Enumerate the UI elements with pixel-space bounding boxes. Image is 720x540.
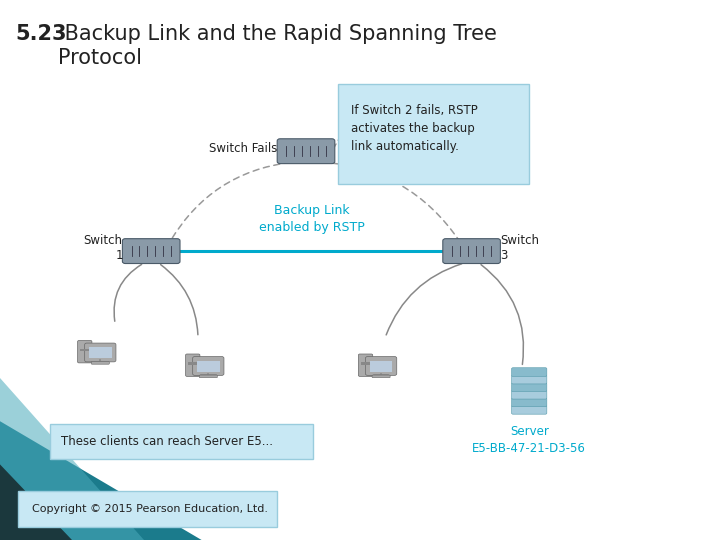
Text: These clients can reach Server E5...: These clients can reach Server E5... xyxy=(61,435,273,448)
Text: Server
E5-BB-47-21-D3-56: Server E5-BB-47-21-D3-56 xyxy=(472,425,586,455)
FancyBboxPatch shape xyxy=(338,84,529,184)
Polygon shape xyxy=(0,464,72,540)
FancyBboxPatch shape xyxy=(511,406,547,414)
FancyBboxPatch shape xyxy=(366,356,397,375)
Text: Backup Link and the Rapid Spanning Tree
Protocol: Backup Link and the Rapid Spanning Tree … xyxy=(58,24,497,68)
Text: Backup Link
enabled by RSTP: Backup Link enabled by RSTP xyxy=(258,204,364,234)
FancyBboxPatch shape xyxy=(89,347,112,359)
Text: Copyright © 2015 Pearson Education, Ltd.: Copyright © 2015 Pearson Education, Ltd. xyxy=(32,504,269,514)
FancyBboxPatch shape xyxy=(78,341,92,363)
FancyBboxPatch shape xyxy=(80,348,89,351)
FancyBboxPatch shape xyxy=(122,239,180,264)
FancyBboxPatch shape xyxy=(443,239,500,264)
Polygon shape xyxy=(0,378,144,540)
Text: If Switch 2 fails, RSTP
activates the backup
link automatically.: If Switch 2 fails, RSTP activates the ba… xyxy=(351,104,477,153)
FancyBboxPatch shape xyxy=(199,375,217,377)
Text: Switch Fails: Switch Fails xyxy=(209,142,277,155)
FancyBboxPatch shape xyxy=(511,375,547,384)
FancyBboxPatch shape xyxy=(511,398,547,407)
FancyBboxPatch shape xyxy=(50,424,313,459)
FancyBboxPatch shape xyxy=(511,390,547,399)
Text: Switch
3: Switch 3 xyxy=(500,234,539,262)
FancyBboxPatch shape xyxy=(186,354,200,376)
Polygon shape xyxy=(0,421,202,540)
Text: Switch
1: Switch 1 xyxy=(84,234,122,262)
FancyBboxPatch shape xyxy=(277,139,335,164)
FancyBboxPatch shape xyxy=(91,362,109,364)
FancyBboxPatch shape xyxy=(359,354,373,376)
FancyBboxPatch shape xyxy=(18,491,277,526)
FancyBboxPatch shape xyxy=(197,361,220,372)
FancyBboxPatch shape xyxy=(372,375,390,377)
Text: 5.23: 5.23 xyxy=(16,24,68,44)
FancyBboxPatch shape xyxy=(361,362,370,364)
FancyBboxPatch shape xyxy=(370,361,392,372)
FancyBboxPatch shape xyxy=(511,368,547,376)
FancyBboxPatch shape xyxy=(188,362,197,364)
FancyBboxPatch shape xyxy=(193,356,224,375)
FancyBboxPatch shape xyxy=(511,383,547,391)
FancyBboxPatch shape xyxy=(85,343,116,362)
